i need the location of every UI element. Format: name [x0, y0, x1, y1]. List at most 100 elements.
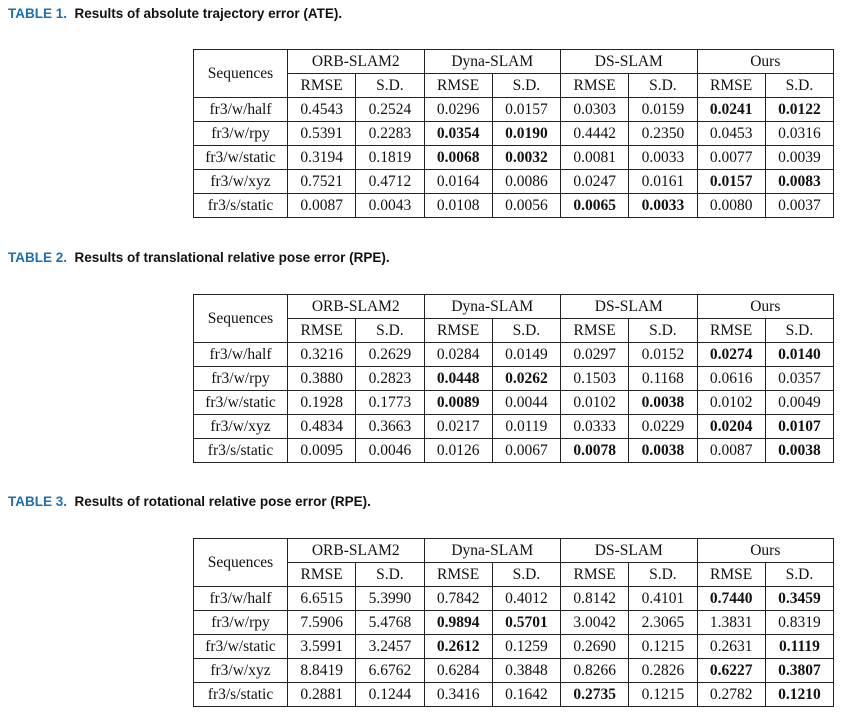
method-header: ORB-SLAM2: [287, 538, 425, 563]
method-header: Dyna-SLAM: [423, 538, 562, 563]
metric-header: S.D.: [491, 73, 562, 98]
table-row: fr3/w/rpy 0.5391 0.2283 0.0354 0.0190 0.4442 0…: [193, 121, 835, 146]
value-cell: 0.1215: [628, 682, 698, 707]
method-header: Ours: [696, 294, 835, 319]
metric-header: S.D.: [764, 318, 835, 343]
value-cell: 0.0032: [491, 145, 562, 170]
value-cell: 0.2881: [286, 682, 357, 707]
metric-header: S.D.: [355, 73, 425, 98]
sequence-cell: fr3/w/rpy: [193, 610, 288, 635]
table-2-label: TABLE 2.: [8, 250, 68, 265]
sequence-cell: fr3/w/static: [193, 145, 288, 170]
value-cell: 0.0316: [764, 121, 835, 146]
value-cell: 0.0039: [764, 145, 835, 170]
value-cell: 0.3416: [423, 682, 493, 707]
metric-header: RMSE: [696, 73, 766, 98]
table-row: fr3/w/half 0.4543 0.2524 0.0296 0.0157 0.0303…: [193, 97, 835, 122]
value-cell: 0.0081: [560, 145, 630, 170]
value-cell: 0.2690: [560, 634, 630, 659]
value-cell: 0.3459: [764, 586, 835, 611]
value-cell: 0.1119: [764, 634, 835, 659]
metric-header: RMSE: [286, 562, 357, 587]
table-row: fr3/w/rpy 0.3880 0.2823 0.0448 0.0262 0.1503 0…: [193, 366, 835, 391]
value-cell: 0.0616: [696, 366, 766, 391]
value-cell: 0.0046: [355, 438, 425, 463]
value-cell: 0.1168: [628, 366, 698, 391]
value-cell: 0.0119: [491, 414, 562, 439]
value-cell: 0.0087: [696, 438, 766, 463]
sequence-cell: fr3/s/static: [193, 193, 288, 218]
header-row: Sequences ORB-SLAM2 Dyna-SLAM DS-SLAM Ours: [193, 49, 835, 98]
sequence-cell: fr3/w/xyz: [193, 414, 288, 439]
table-3-label: TABLE 3.: [8, 494, 68, 509]
value-cell: 0.3848: [491, 658, 562, 683]
table-2-caption: TABLE 2. Results of translational relati…: [8, 250, 390, 265]
sequence-cell: fr3/w/rpy: [193, 366, 288, 391]
table-row: fr3/s/static 0.0087 0.0043 0.0108 0.0056 0.00…: [193, 193, 835, 218]
value-cell: 0.0161: [628, 169, 698, 194]
value-cell: 0.3807: [764, 658, 835, 683]
sequences-header: Sequences: [193, 538, 288, 587]
value-cell: 0.2350: [628, 121, 698, 146]
value-cell: 0.0159: [628, 97, 698, 122]
subheader-row: RMSE S.D. RMSE S.D. RMSE S.D. RMSE S.D.: [194, 562, 835, 587]
metric-header: S.D.: [764, 73, 835, 98]
value-cell: 0.4442: [560, 121, 630, 146]
table-row: fr3/w/static 3.5991 3.2457 0.2612 0.1259 0.26…: [193, 634, 835, 659]
value-cell: 0.2283: [355, 121, 425, 146]
table-1-caption: TABLE 1. Results of absolute trajectory …: [8, 6, 342, 21]
sequence-cell: fr3/w/xyz: [193, 658, 288, 683]
subheader-row: RMSE S.D. RMSE S.D. RMSE S.D. RMSE S.D.: [194, 73, 835, 98]
sequence-cell: fr3/w/static: [193, 390, 288, 415]
value-cell: 0.0453: [696, 121, 766, 146]
table-1-title: Results of absolute trajectory error (AT…: [74, 6, 343, 21]
value-cell: 0.0087: [286, 193, 357, 218]
value-cell: 0.4712: [355, 169, 425, 194]
metric-header: S.D.: [628, 73, 698, 98]
metric-header: S.D.: [355, 318, 425, 343]
sequence-cell: fr3/w/half: [193, 97, 288, 122]
value-cell: 0.0241: [696, 97, 766, 122]
value-cell: 0.0049: [764, 390, 835, 415]
value-cell: 0.1773: [355, 390, 425, 415]
method-header: ORB-SLAM2: [287, 49, 425, 74]
value-cell: 0.0262: [491, 366, 562, 391]
value-cell: 0.0080: [696, 193, 766, 218]
value-cell: 0.3194: [286, 145, 357, 170]
value-cell: 5.4768: [355, 610, 425, 635]
sequences-header: Sequences: [193, 49, 288, 98]
metric-header: S.D.: [491, 562, 562, 587]
method-header: Dyna-SLAM: [423, 49, 562, 74]
value-cell: 0.0333: [560, 414, 630, 439]
value-cell: 0.9894: [423, 610, 493, 635]
value-cell: 6.6515: [286, 586, 357, 611]
value-cell: 0.0357: [764, 366, 835, 391]
metric-header: RMSE: [560, 562, 630, 587]
value-cell: 0.6284: [423, 658, 493, 683]
value-cell: 0.0157: [491, 97, 562, 122]
table-3-caption: TABLE 3. Results of rotational relative …: [8, 494, 371, 509]
metric-header: S.D.: [764, 562, 835, 587]
method-header: Dyna-SLAM: [423, 294, 562, 319]
table-row: fr3/w/half 0.3216 0.2629 0.0284 0.0149 0.0297…: [193, 342, 835, 367]
value-cell: 0.0140: [764, 342, 835, 367]
value-cell: 0.0083: [764, 169, 835, 194]
value-cell: 0.4101: [628, 586, 698, 611]
value-cell: 0.0190: [491, 121, 562, 146]
value-cell: 0.0274: [696, 342, 766, 367]
value-cell: 0.0067: [491, 438, 562, 463]
metric-header: S.D.: [355, 562, 425, 587]
value-cell: 0.0354: [423, 121, 493, 146]
value-cell: 2.3065: [628, 610, 698, 635]
metric-header: RMSE: [286, 73, 357, 98]
value-cell: 0.0164: [423, 169, 493, 194]
value-cell: 0.0204: [696, 414, 766, 439]
value-cell: 0.0102: [696, 390, 766, 415]
table-row: fr3/s/static 0.0095 0.0046 0.0126 0.0067 0.00…: [193, 438, 835, 463]
metric-header: RMSE: [286, 318, 357, 343]
value-cell: 0.0126: [423, 438, 493, 463]
value-cell: 0.1642: [491, 682, 562, 707]
value-cell: 0.0217: [423, 414, 493, 439]
value-cell: 0.0044: [491, 390, 562, 415]
metric-header: RMSE: [696, 562, 766, 587]
